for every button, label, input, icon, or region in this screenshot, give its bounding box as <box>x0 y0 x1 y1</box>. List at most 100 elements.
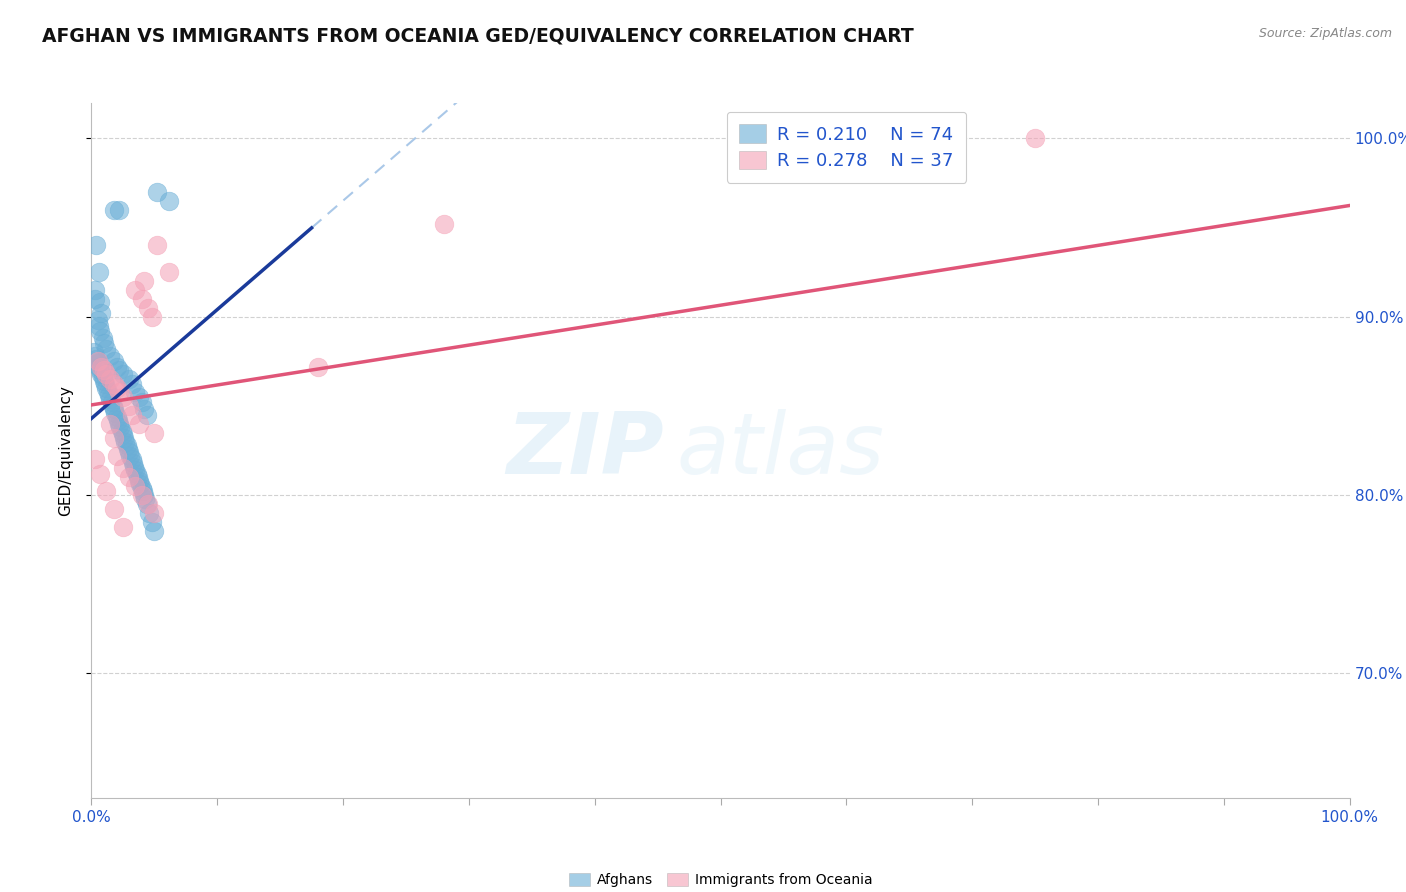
Point <box>128 474 150 488</box>
Point <box>97 384 120 399</box>
Point <box>143 425 166 440</box>
Text: AFGHAN VS IMMIGRANTS FROM OCEANIA GED/EQUIVALENCY CORRELATION CHART: AFGHAN VS IMMIGRANTS FROM OCEANIA GED/EQ… <box>42 27 914 45</box>
Point <box>91 370 114 384</box>
Point <box>86 356 108 370</box>
Point <box>100 395 122 409</box>
Point <box>101 399 124 413</box>
Point <box>117 442 139 456</box>
Point <box>96 367 118 381</box>
Point <box>84 283 107 297</box>
Point <box>108 202 131 217</box>
Point <box>89 467 111 481</box>
Point <box>96 484 118 499</box>
Point <box>124 384 146 399</box>
Point <box>108 417 131 431</box>
Point <box>103 202 125 217</box>
Point <box>96 381 118 395</box>
Point <box>131 481 153 495</box>
Point <box>103 402 125 417</box>
Point <box>98 388 121 402</box>
Point <box>136 301 159 315</box>
Point <box>83 345 105 359</box>
Point <box>110 420 132 434</box>
Point <box>131 488 153 502</box>
Point <box>90 367 112 381</box>
Point <box>98 372 121 386</box>
Point <box>127 470 149 484</box>
Point <box>111 390 134 404</box>
Point <box>103 431 125 445</box>
Point <box>105 449 128 463</box>
Point <box>103 502 125 516</box>
Point <box>111 427 134 442</box>
Point <box>135 497 157 511</box>
Point <box>84 349 107 363</box>
Point <box>157 265 180 279</box>
Point <box>122 456 145 470</box>
Point <box>111 520 134 534</box>
Point <box>135 408 157 422</box>
Point <box>124 283 146 297</box>
Point <box>112 431 135 445</box>
Point <box>103 377 125 392</box>
Point <box>146 238 169 252</box>
Legend: Afghans, Immigrants from Oceania: Afghans, Immigrants from Oceania <box>564 868 877 892</box>
Point <box>115 438 138 452</box>
Point <box>93 336 115 351</box>
Point <box>89 324 111 338</box>
Point <box>118 470 141 484</box>
Point <box>89 295 111 310</box>
Point <box>114 434 136 449</box>
Point <box>108 363 131 377</box>
Point <box>124 463 146 477</box>
Point <box>87 265 110 279</box>
Point <box>104 406 127 420</box>
Point <box>94 377 117 392</box>
Point <box>433 217 456 231</box>
Point <box>141 515 163 529</box>
Point <box>141 310 163 324</box>
Text: ZIP: ZIP <box>506 409 664 492</box>
Point <box>107 413 129 427</box>
Text: Source: ZipAtlas.com: Source: ZipAtlas.com <box>1258 27 1392 40</box>
Point <box>98 349 121 363</box>
Point <box>132 484 155 499</box>
Point <box>87 359 110 374</box>
Point <box>86 352 108 367</box>
Point <box>103 354 125 368</box>
Point <box>138 506 160 520</box>
Point <box>91 331 114 345</box>
Point <box>134 402 156 417</box>
Point <box>143 524 166 538</box>
Point <box>146 185 169 199</box>
Point <box>98 392 121 406</box>
Point <box>124 479 146 493</box>
Point <box>131 395 153 409</box>
Point <box>121 452 143 467</box>
Point <box>98 417 121 431</box>
Point <box>121 408 143 422</box>
Point <box>134 488 156 502</box>
Point <box>84 452 107 467</box>
Point <box>89 363 111 377</box>
Point <box>93 374 115 388</box>
Point <box>134 491 156 506</box>
Point <box>86 313 108 327</box>
Point <box>87 318 110 333</box>
Point <box>128 390 150 404</box>
Point <box>90 306 112 320</box>
Point <box>105 409 128 424</box>
Point <box>143 506 166 520</box>
Point <box>93 363 115 377</box>
Point <box>307 359 329 374</box>
Point <box>129 477 152 491</box>
Point <box>105 381 128 395</box>
Point <box>125 467 148 481</box>
Point <box>84 292 107 306</box>
Point <box>118 445 141 459</box>
Point <box>90 359 112 374</box>
Point <box>131 292 153 306</box>
Point <box>128 417 150 431</box>
Point <box>118 399 141 413</box>
Point <box>110 424 132 438</box>
